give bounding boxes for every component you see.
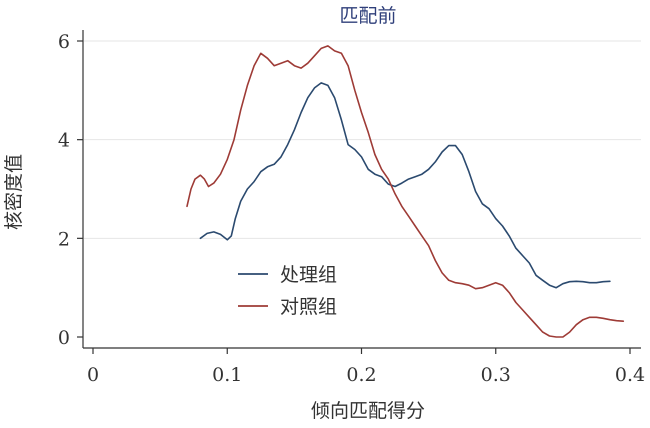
y-tick-label: 6 <box>58 31 70 53</box>
x-tick-label: 0 <box>87 364 99 386</box>
gridlines <box>84 40 641 239</box>
y-axis-title: 核密度值 <box>3 154 25 230</box>
y-axis-ticks: 0 2 4 6 <box>58 31 83 349</box>
y-tick-label: 0 <box>58 327 70 349</box>
legend-label-treatment: 处理组 <box>280 264 337 286</box>
x-axis-ticks: 0 0.1 0.2 0.3 0.4 <box>87 348 645 386</box>
axes <box>82 30 641 349</box>
y-tick-label: 4 <box>58 130 70 152</box>
series-line-treatment <box>199 82 611 289</box>
x-tick-label: 0.1 <box>212 364 242 386</box>
series-lines <box>186 45 625 338</box>
legend-label-control: 对照组 <box>280 296 337 318</box>
x-tick-label: 0.2 <box>346 364 376 386</box>
series-line-control <box>186 45 625 338</box>
x-tick-label: 0.4 <box>615 364 645 386</box>
legend: 处理组 对照组 <box>238 264 337 318</box>
x-tick-label: 0.3 <box>481 364 511 386</box>
chart-title: 匹配前 <box>339 5 396 27</box>
y-tick-label: 2 <box>58 228 70 250</box>
x-axis-title: 倾向匹配得分 <box>311 400 425 422</box>
